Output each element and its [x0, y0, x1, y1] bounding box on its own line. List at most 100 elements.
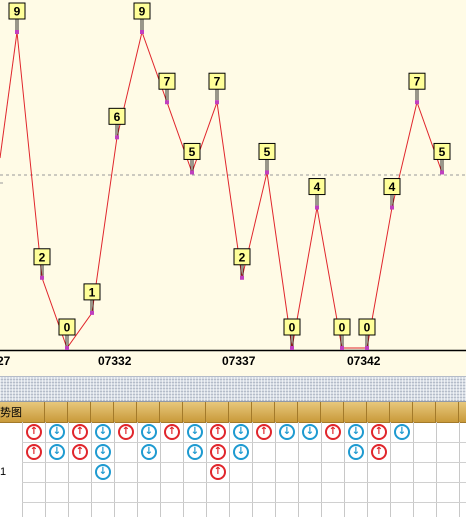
- down-arrow-icon: ↓: [302, 424, 318, 440]
- up-arrow-icon: ↑: [256, 424, 272, 440]
- x-axis: 27 07332 07337 07342: [0, 352, 466, 376]
- down-arrow-icon: ↓: [49, 424, 65, 440]
- down-arrow-icon: ↓: [141, 424, 157, 440]
- down-arrow-icon: ↓: [49, 444, 65, 460]
- grid-divider: [22, 462, 466, 463]
- data-label: 0: [289, 321, 296, 335]
- grid-divider: [390, 422, 391, 517]
- down-arrow-icon: ↓: [187, 444, 203, 460]
- data-label: 1: [89, 285, 96, 299]
- data-point: [365, 346, 369, 350]
- grid-header-cell: [229, 402, 252, 422]
- grid-header-cell: [275, 402, 298, 422]
- data-label: 4: [389, 180, 396, 194]
- down-arrow-icon: ↓: [233, 424, 249, 440]
- down-arrow-icon: ↓: [95, 464, 111, 480]
- up-arrow-icon: ↑: [325, 424, 341, 440]
- grid-header-cell: [298, 402, 321, 422]
- grid-header-cell: [344, 402, 367, 422]
- data-label: 2: [39, 250, 46, 264]
- down-arrow-icon: ↓: [348, 424, 364, 440]
- data-label: 9: [139, 5, 146, 19]
- grid-header-cell: [413, 402, 436, 422]
- up-arrow-icon: ↑: [210, 424, 226, 440]
- grid-divider: [45, 422, 46, 517]
- up-arrow-icon: ↑: [164, 424, 180, 440]
- data-label-box: [433, 142, 451, 160]
- data-point: [265, 170, 269, 175]
- grid-divider: [183, 422, 184, 517]
- grid-header-cell: [137, 402, 160, 422]
- data-point: [215, 100, 219, 105]
- data-point: [90, 310, 94, 315]
- data-label-box: [358, 318, 376, 336]
- grid-header-cell: [367, 402, 390, 422]
- data-label-box: [208, 72, 226, 90]
- grid-divider: [367, 422, 368, 517]
- grid-divider: [206, 422, 207, 517]
- grid-divider: [22, 502, 466, 503]
- grid-header-cell: [321, 402, 344, 422]
- data-label: 0: [64, 321, 71, 335]
- grid-divider: [91, 422, 92, 517]
- data-point: [40, 275, 44, 280]
- data-label: 5: [264, 145, 271, 159]
- panel-splitter[interactable]: [0, 376, 466, 402]
- grid-divider: [459, 422, 460, 517]
- data-point: [65, 346, 69, 350]
- up-arrow-icon: ↑: [118, 424, 134, 440]
- data-label-box: [333, 318, 351, 336]
- data-label-box: [8, 2, 26, 20]
- up-arrow-icon: ↑: [210, 464, 226, 480]
- data-label-box: [33, 248, 51, 266]
- data-label-box: [233, 248, 251, 266]
- data-label-box: [183, 142, 201, 160]
- data-point: [15, 30, 19, 34]
- grid-divider: [22, 482, 466, 483]
- data-label: 2: [239, 250, 246, 264]
- data-label: 4: [314, 180, 321, 194]
- grid-divider: [160, 422, 161, 517]
- data-label-box: [158, 72, 176, 90]
- series-line-lead: [0, 31, 18, 159]
- x-tick-label: 07332: [98, 354, 132, 368]
- x-tick-label: 27: [0, 354, 11, 368]
- data-label: 7: [164, 75, 171, 89]
- trend-chart: 9 2 0 1 6 9 7 5 7 2 5 0 4 0 0 4 7 5: [0, 2, 466, 352]
- grid-divider: [114, 422, 115, 517]
- grid-header-cell: [183, 402, 206, 422]
- down-arrow-icon: ↓: [233, 444, 249, 460]
- x-tick-label: 07342: [347, 354, 381, 368]
- down-arrow-icon: ↓: [187, 424, 203, 440]
- data-point: [240, 275, 244, 280]
- up-arrow-icon: ↑: [371, 444, 387, 460]
- up-arrow-icon: ↑: [26, 424, 42, 440]
- data-point: [290, 346, 294, 350]
- grid-header-cell: [390, 402, 413, 422]
- data-label-box: [283, 318, 301, 336]
- up-arrow-icon: ↑: [26, 444, 42, 460]
- grid-header-cell: [252, 402, 275, 422]
- data-label-box: [408, 72, 426, 90]
- grid-header-cell: [114, 402, 137, 422]
- grid-divider: [22, 442, 466, 443]
- up-arrow-icon: ↑: [210, 444, 226, 460]
- grid-row-label: 1: [0, 466, 7, 478]
- data-point: [390, 205, 394, 210]
- down-arrow-icon: ↓: [279, 424, 295, 440]
- grid-header-cell: [22, 402, 45, 422]
- grid-divider: [298, 422, 299, 517]
- up-arrow-icon: ↑: [371, 424, 387, 440]
- grid-divider: [413, 422, 414, 517]
- data-label-box: [308, 178, 326, 196]
- grid-divider: [344, 422, 345, 517]
- data-label-box: [58, 318, 76, 336]
- up-arrow-icon: ↑: [72, 444, 88, 460]
- grid-divider: [229, 422, 230, 517]
- data-label-box: [258, 142, 276, 160]
- data-label-box: [83, 283, 101, 301]
- grid-header-cell: [68, 402, 91, 422]
- x-tick-label: 07337: [222, 354, 256, 368]
- data-label: 6: [114, 110, 121, 124]
- down-arrow-icon: ↓: [394, 424, 410, 440]
